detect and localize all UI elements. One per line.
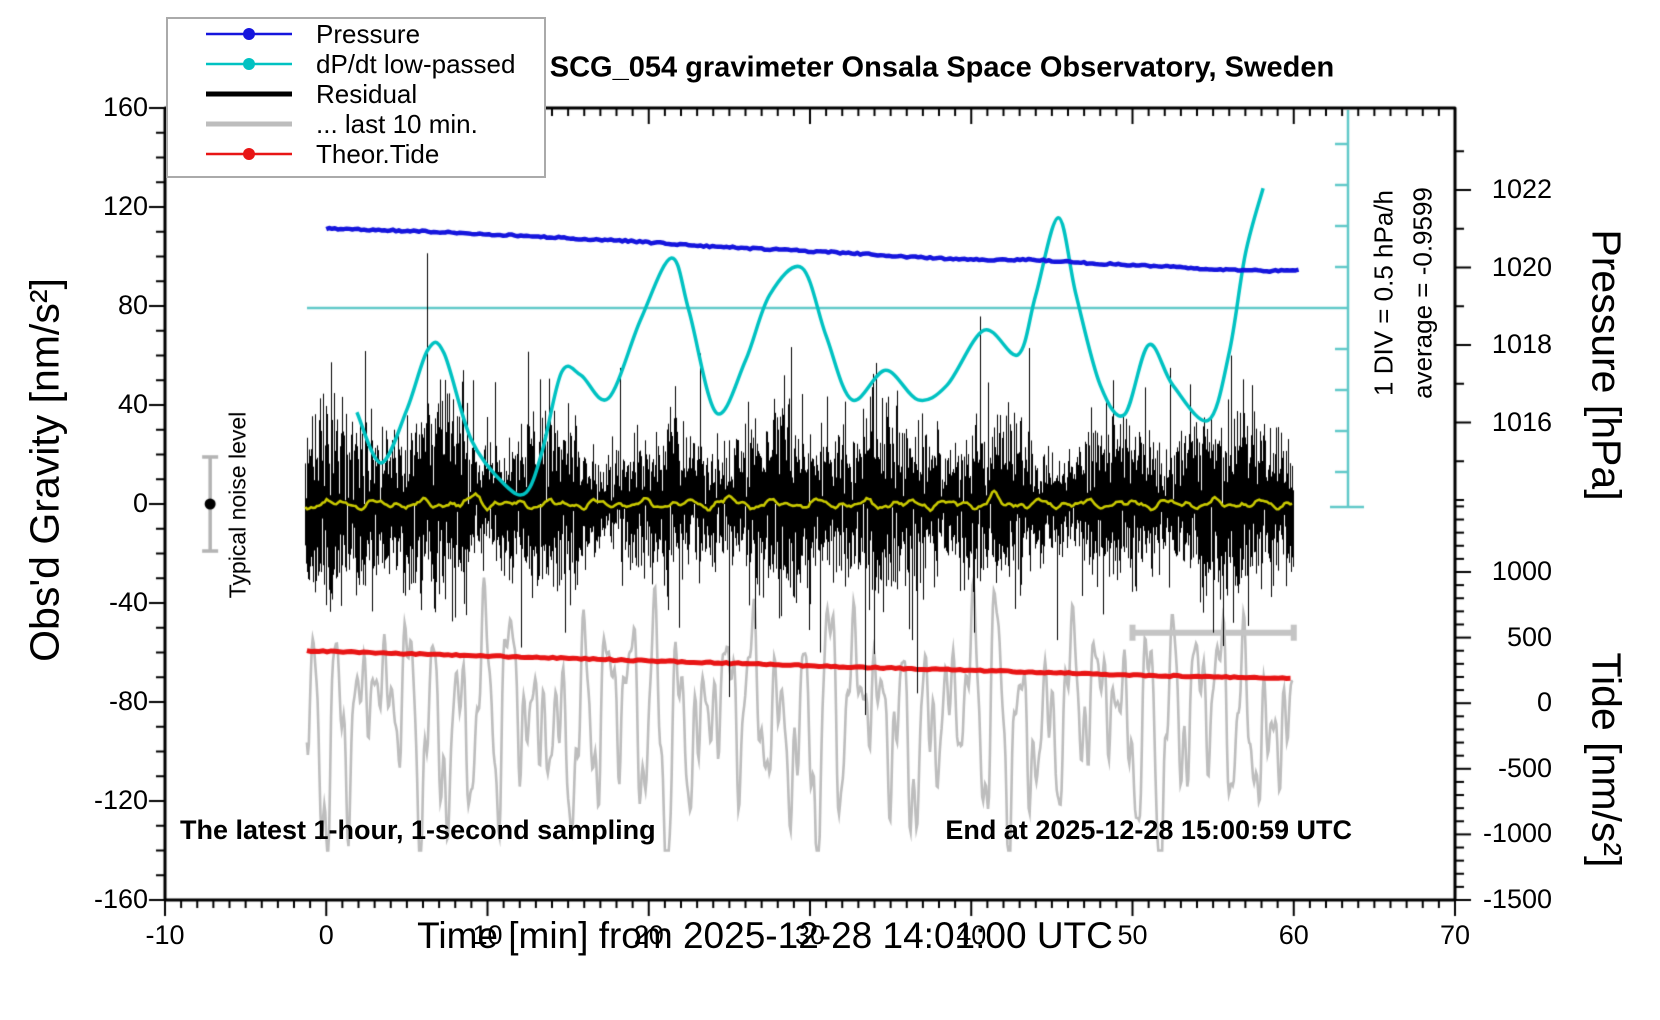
legend-item-pressure: Pressure bbox=[168, 19, 544, 49]
tide-tick-label: 0 bbox=[1536, 687, 1552, 718]
legend: Pressure dP/dt low-passed Residual... last… bbox=[166, 17, 546, 178]
x-tick-label: 40 bbox=[956, 920, 987, 950]
x-tick-label: 0 bbox=[318, 920, 334, 950]
legend-item-theor-tide: Theor.Tide bbox=[168, 139, 544, 169]
y-axis-label-pressure: Pressure [hPa] bbox=[1583, 229, 1630, 501]
legend-line-sample-icon bbox=[206, 91, 292, 97]
legend-item-label: Residual bbox=[316, 78, 418, 109]
pressure-tick-label: 1022 bbox=[1491, 174, 1552, 204]
x-axis-label: Time [min] from 2025-12-28 14:01:00 UTC bbox=[417, 915, 1113, 956]
legend-line-sample-icon bbox=[206, 28, 292, 40]
legend-item-label: ... last 10 min. bbox=[316, 108, 478, 139]
x-tick-label: 30 bbox=[794, 920, 826, 950]
gravity-tick-label: -40 bbox=[108, 587, 148, 617]
legend-item-residual: Residual bbox=[168, 79, 544, 109]
x-tick-label: 70 bbox=[1439, 920, 1471, 950]
typical-noise-label: Typical noise level bbox=[224, 411, 251, 599]
legend-item-label: dP/dt low-passed bbox=[316, 48, 516, 79]
tide-tick-label: 500 bbox=[1506, 621, 1552, 652]
gravity-tick-label: 120 bbox=[102, 191, 148, 221]
gravity-tick-label: 160 bbox=[102, 92, 148, 122]
pressure-tick-label: 1018 bbox=[1491, 329, 1552, 359]
tide-tick-label: -1500 bbox=[1482, 884, 1552, 914]
gravity-tick-label: -160 bbox=[93, 884, 148, 914]
legend-line-sample-icon bbox=[206, 148, 292, 160]
page-title: SCG_054 gravimeter Onsala Space Observat… bbox=[549, 51, 1335, 84]
gravity-tick-label: -120 bbox=[93, 785, 148, 815]
tide-tick-label: -500 bbox=[1497, 752, 1552, 783]
legend-item-label: Pressure bbox=[316, 18, 421, 49]
average-annotation: average = -0.9599 bbox=[1407, 187, 1438, 399]
pressure-tick-label: 1016 bbox=[1491, 406, 1552, 437]
legend-item-label: Theor.Tide bbox=[316, 138, 440, 169]
gravity-tick-label: 0 bbox=[132, 488, 148, 518]
gravity-tick-label: -80 bbox=[108, 686, 148, 716]
pressure-tick-label: 1020 bbox=[1491, 251, 1552, 282]
legend-line-sample-icon bbox=[206, 121, 292, 127]
tide-tick-label: -1000 bbox=[1482, 818, 1552, 849]
tide-tick-label: 1000 bbox=[1491, 556, 1552, 586]
gravity-tick-label: 80 bbox=[117, 290, 148, 320]
x-tick-label: 50 bbox=[1117, 920, 1148, 950]
legend-item-dp-dt-low-passed: dP/dt low-passed bbox=[168, 49, 544, 79]
legend-line-sample-icon bbox=[206, 58, 292, 70]
div-scale-annotation: 1 DIV = 0.5 hPa/h bbox=[1368, 190, 1399, 396]
x-tick-label: 60 bbox=[1278, 920, 1309, 950]
x-tick-label: 10 bbox=[472, 920, 503, 950]
sampling-note: The latest 1-hour, 1-second sampling bbox=[180, 815, 656, 845]
gravity-tick-label: 40 bbox=[117, 389, 148, 419]
x-tick-label: 20 bbox=[633, 920, 664, 950]
end-time-note: End at 2025-12-28 15:00:59 UTC bbox=[945, 815, 1352, 845]
y-axis-label-tide: Tide [nm/s²] bbox=[1583, 652, 1630, 868]
legend-item--last-10-min-: ... last 10 min. bbox=[168, 109, 544, 139]
x-tick-label: -10 bbox=[145, 920, 185, 950]
